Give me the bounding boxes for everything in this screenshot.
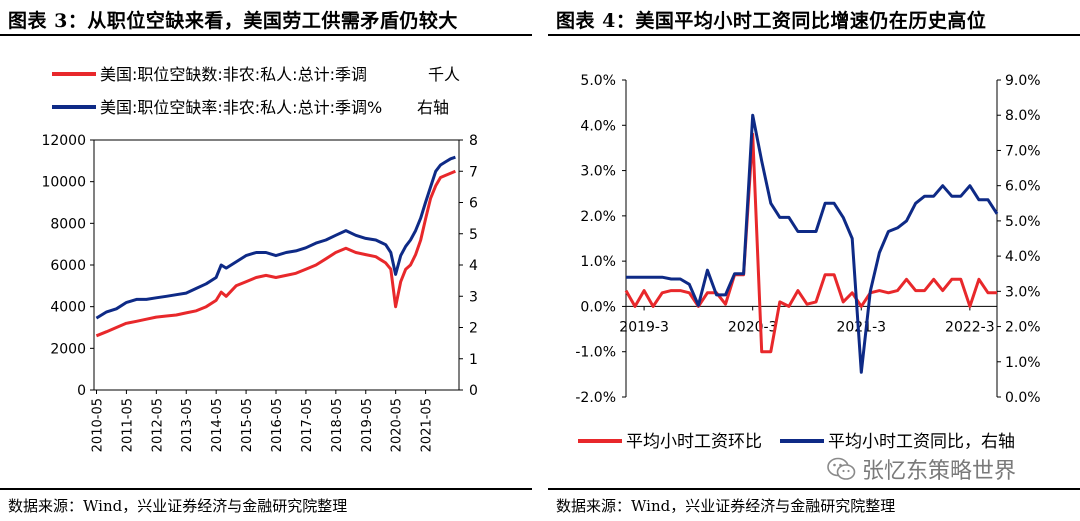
legend-label-2: 平均小时工资同比，右轴 [828, 432, 1015, 452]
y-right-tick-label: 3.0% [1005, 284, 1041, 300]
y-right-tick-label: 3 [469, 289, 478, 305]
watermark-text: 张忆东策略世界 [862, 459, 1017, 484]
legend-unit-2: 右轴 [417, 98, 449, 117]
x-tick-label: 2015-05 [240, 398, 255, 452]
legend-label-2: 美国:职位空缺率:非农:私人:总计:季调% [100, 98, 382, 117]
x-tick-label: 2010-05 [90, 398, 105, 452]
y-right-tick-label: 7 [469, 164, 478, 180]
y-right-tick-label: 2 [469, 321, 478, 337]
y-left-tick-label: 1.0% [580, 254, 616, 270]
y-right-tick-label: 4 [469, 258, 478, 274]
y-right-tick-label: 6.0% [1005, 179, 1041, 195]
x-tick-label: 2012-05 [150, 398, 165, 452]
legend-label-1: 平均小时工资环比 [626, 432, 762, 452]
y-left-tick-label: 4.0% [580, 118, 616, 134]
y-left-tick-label: 3.0% [580, 164, 616, 180]
x-tick-label: 2011-05 [120, 398, 135, 452]
wechat-icon [827, 457, 856, 480]
x-tick-label: 2022-3 [945, 319, 995, 335]
series-line-2 [95, 155, 456, 320]
x-tick-label: 2019-3 [619, 319, 669, 335]
y-left-tick-label: 8000 [50, 216, 86, 232]
x-tick-label: 2017-05 [300, 398, 315, 452]
y-right-tick-label: 0 [469, 383, 478, 399]
x-tick-label: 2021-3 [836, 319, 886, 335]
series-line-1 [95, 169, 456, 338]
x-tick-label: 2016-05 [270, 398, 285, 452]
y-right-tick-label: 8.0% [1005, 108, 1041, 124]
x-tick-label: 2018-05 [330, 398, 345, 452]
y-left-tick-label: 4000 [50, 300, 86, 316]
y-right-tick-label: 1 [469, 352, 478, 368]
y-right-tick-label: 8 [469, 133, 478, 149]
series-line-1 [624, 132, 997, 354]
plot-frame [93, 139, 460, 391]
y-right-tick-label: 4.0% [1005, 249, 1041, 265]
left-chart-title: 图表 3：从职位空缺来看，美国劳工供需矛盾仍较大 [8, 10, 458, 32]
x-tick-label: 2019-05 [360, 398, 375, 452]
watermark: 张忆东策略世界 [826, 452, 1066, 486]
y-right-tick-label: 2.0% [1005, 320, 1041, 336]
y-right-tick-label: 0.0% [1005, 390, 1041, 406]
y-right-tick-label: 5 [469, 227, 478, 243]
y-left-tick-label: 2000 [50, 341, 86, 357]
x-tick-label: 2021-05 [420, 398, 435, 452]
left-chart: 0 2000 4000 6000 8000 10000 12000 0 1 2 3 4 5 6 7 8 2010… [41, 65, 478, 452]
left-title-bar: 图表 3：从职位空缺来看，美国劳工供需矛盾仍较大 [0, 0, 532, 36]
left-source-note: 数据来源：Wind，兴业证券经济与金融研究院整理 [8, 497, 348, 515]
right-source-bar: 数据来源：Wind，兴业证券经济与金融研究院整理 [548, 488, 1080, 521]
right-chart: -2.0% -1.0% 0.0% 1.0% 2.0% 3.0% 4.0% 5.0% 0.0% 1.… [575, 73, 1041, 452]
y-right-tick-label: 9.0% [1005, 73, 1041, 89]
series-line-2 [626, 113, 999, 374]
x-tick-label: 2013-05 [180, 398, 195, 452]
legend-label-1: 美国:职位空缺数:非农:私人:总计:季调 [100, 65, 367, 84]
x-tick-label: 2020-3 [728, 319, 778, 335]
right-chart-title: 图表 4：美国平均小时工资同比增速仍在历史高位 [556, 10, 987, 32]
y-left-tick-label: 0.0% [580, 299, 616, 315]
y-left-tick-label: 0 [77, 383, 86, 399]
right-source-note: 数据来源：Wind，兴业证券经济与金融研究院整理 [556, 497, 896, 515]
y-left-tick-label: 2.0% [580, 209, 616, 225]
x-tick-label: 2020-05 [390, 398, 405, 452]
right-title-bar: 图表 4：美国平均小时工资同比增速仍在历史高位 [548, 0, 1080, 36]
x-tick-label: 2014-05 [210, 398, 225, 452]
y-right-tick-label: 7.0% [1005, 143, 1041, 159]
y-left-tick-label: 6000 [50, 258, 86, 274]
y-left-tick-label: 12000 [41, 133, 86, 149]
y-left-tick-label: -1.0% [575, 345, 616, 361]
y-left-tick-label: 5.0% [580, 73, 616, 89]
y-left-tick-label: 10000 [41, 175, 86, 191]
left-source-bar: 数据来源：Wind，兴业证券经济与金融研究院整理 [0, 488, 532, 521]
y-right-tick-label: 6 [469, 196, 478, 212]
y-right-tick-label: 5.0% [1005, 214, 1041, 230]
y-left-tick-label: -2.0% [575, 390, 616, 406]
y-right-tick-label: 1.0% [1005, 355, 1041, 371]
legend-unit-1: 千人 [428, 65, 460, 84]
